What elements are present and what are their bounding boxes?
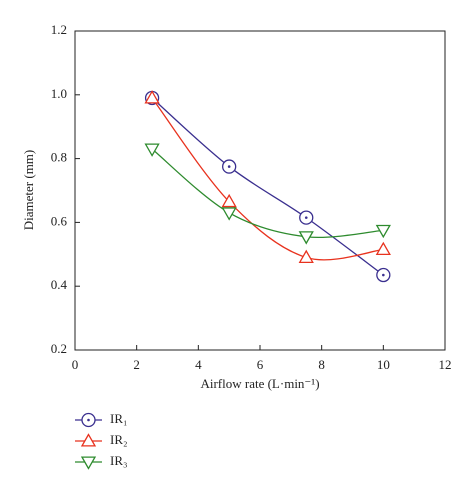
y-tick-label: 0.2 (51, 341, 67, 356)
x-tick-label: 8 (318, 357, 325, 372)
legend-label: IR₂ (110, 432, 128, 447)
marker (221, 207, 237, 221)
x-axis-label: Airflow rate (L·min⁻¹) (200, 376, 319, 391)
y-tick-label: 0.8 (51, 150, 67, 165)
series-line (151, 97, 384, 276)
y-axis-label: Diameter (mm) (21, 150, 36, 231)
x-tick-label: 0 (72, 357, 79, 372)
x-tick-label: 6 (257, 357, 264, 372)
x-tick-label: 4 (195, 357, 202, 372)
marker (80, 433, 97, 447)
marker (80, 456, 97, 470)
marker-dot (304, 216, 308, 219)
y-tick-label: 0.6 (51, 213, 68, 228)
x-tick-label: 2 (133, 357, 140, 372)
series-line (151, 148, 384, 238)
x-tick-label: 10 (377, 357, 390, 372)
marker (375, 241, 391, 256)
marker-dot (227, 165, 231, 168)
y-tick-label: 0.4 (51, 277, 68, 292)
legend-label: IR₃ (110, 453, 128, 468)
marker-dot (382, 273, 385, 277)
marker (221, 193, 237, 208)
x-tick-label: 12 (439, 357, 452, 372)
y-tick-label: 1.2 (51, 22, 67, 37)
marker (144, 143, 160, 157)
y-tick-label: 1.0 (51, 86, 67, 101)
legend-label: IR₁ (110, 411, 128, 426)
marker (375, 224, 391, 239)
marker (298, 249, 314, 264)
marker-dot (87, 418, 90, 422)
plot-frame (74, 30, 446, 351)
marker (144, 90, 160, 104)
marker (298, 231, 314, 245)
series-line (151, 97, 384, 261)
